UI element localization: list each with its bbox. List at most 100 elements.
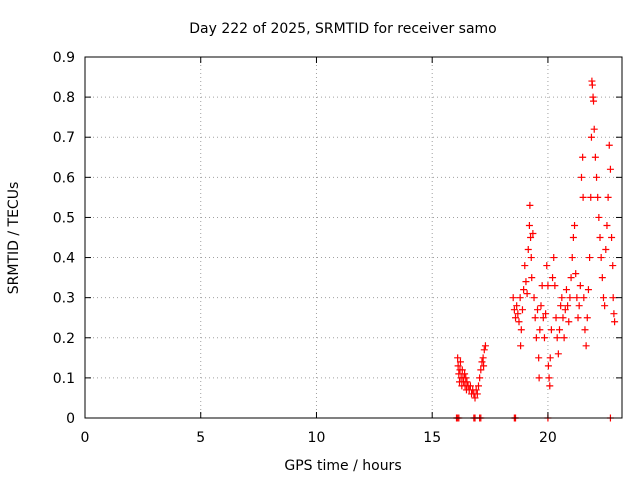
data-point <box>574 314 582 322</box>
data-point <box>601 302 609 310</box>
data-point <box>545 374 553 382</box>
data-point <box>549 274 557 282</box>
data-point <box>520 286 528 294</box>
data-point <box>609 294 617 302</box>
data-point <box>579 153 587 161</box>
data-point <box>527 254 535 262</box>
data-point <box>462 374 470 382</box>
data-point <box>556 326 564 334</box>
x-axis-label: GPS time / hours <box>284 458 401 474</box>
data-point <box>531 314 539 322</box>
data-point <box>594 193 602 201</box>
data-point <box>586 254 594 262</box>
data-point <box>522 278 530 286</box>
data-point <box>471 394 479 402</box>
data-point <box>559 314 567 322</box>
data-point <box>524 246 532 254</box>
data-point <box>604 193 612 201</box>
data-point <box>568 254 576 262</box>
x-tick-label: 5 <box>196 430 205 446</box>
data-point <box>590 97 598 105</box>
x-tick-label: 15 <box>423 430 441 446</box>
data-point <box>562 286 570 294</box>
data-point <box>591 153 599 161</box>
data-point <box>525 221 533 229</box>
data-point <box>564 302 572 310</box>
chart-title: Day 222 of 2025, SRMTID for receiver sam… <box>189 21 497 37</box>
y-tick-label: 0.2 <box>53 331 75 347</box>
data-point <box>565 318 573 326</box>
data-point <box>583 314 591 322</box>
data-point <box>518 306 526 314</box>
data-point <box>575 302 583 310</box>
data-point <box>598 274 606 282</box>
data-point <box>480 362 488 370</box>
data-point <box>537 302 545 310</box>
data-point <box>551 282 559 290</box>
data-points <box>453 77 619 422</box>
data-point <box>606 165 614 173</box>
data-point <box>547 326 555 334</box>
data-point <box>515 318 523 326</box>
data-point <box>535 374 543 382</box>
x-tick-label: 20 <box>539 430 557 446</box>
data-point <box>603 221 611 229</box>
data-point <box>596 234 604 241</box>
data-point <box>540 334 548 342</box>
data-point <box>532 334 540 342</box>
data-point <box>523 290 531 298</box>
data-point <box>573 294 581 302</box>
data-point <box>517 326 525 334</box>
data-point <box>461 370 469 378</box>
data-point <box>608 234 616 241</box>
data-point <box>530 294 538 302</box>
data-point <box>552 314 560 322</box>
data-point <box>473 390 481 398</box>
data-point <box>481 342 489 350</box>
data-point <box>480 346 488 354</box>
data-point <box>529 229 537 237</box>
data-point <box>576 282 584 290</box>
data-point <box>456 358 464 366</box>
data-point <box>546 382 554 390</box>
data-point <box>528 274 536 282</box>
data-point <box>582 342 590 350</box>
data-point <box>454 362 462 370</box>
data-point <box>477 366 485 374</box>
y-tick-label: 0.5 <box>53 210 75 226</box>
x-tick-label: 10 <box>308 430 326 446</box>
data-point <box>474 382 482 390</box>
data-point <box>526 201 534 209</box>
data-point <box>557 302 565 310</box>
data-point <box>588 81 596 89</box>
data-point <box>454 354 462 362</box>
data-point <box>599 294 607 302</box>
data-point <box>510 306 518 314</box>
data-point <box>554 350 562 358</box>
data-point <box>512 314 520 322</box>
y-axis-label: SRMTID / TECUs <box>6 182 22 295</box>
data-point <box>544 282 552 290</box>
data-point <box>543 262 551 270</box>
data-point <box>509 294 517 302</box>
data-point <box>544 362 552 370</box>
data-point <box>521 262 529 270</box>
data-point <box>572 270 580 278</box>
tick-labels: 0 0.1 0.2 0.3 0.4 0.5 0.6 0.7 0.8 0.9 0 5 10 15 20 <box>53 50 557 446</box>
data-point <box>587 133 595 141</box>
y-tick-label: 0 <box>66 411 75 427</box>
data-point <box>513 302 521 310</box>
data-point <box>584 286 592 294</box>
grid-lines <box>85 57 622 418</box>
data-point <box>479 354 487 362</box>
data-point <box>597 254 605 262</box>
data-point <box>577 173 585 181</box>
data-point <box>566 294 574 302</box>
data-point <box>579 193 587 201</box>
y-tick-label: 0.3 <box>53 291 75 307</box>
data-point <box>463 378 471 386</box>
data-point <box>458 366 466 374</box>
data-point <box>516 294 524 302</box>
data-point <box>560 334 568 342</box>
